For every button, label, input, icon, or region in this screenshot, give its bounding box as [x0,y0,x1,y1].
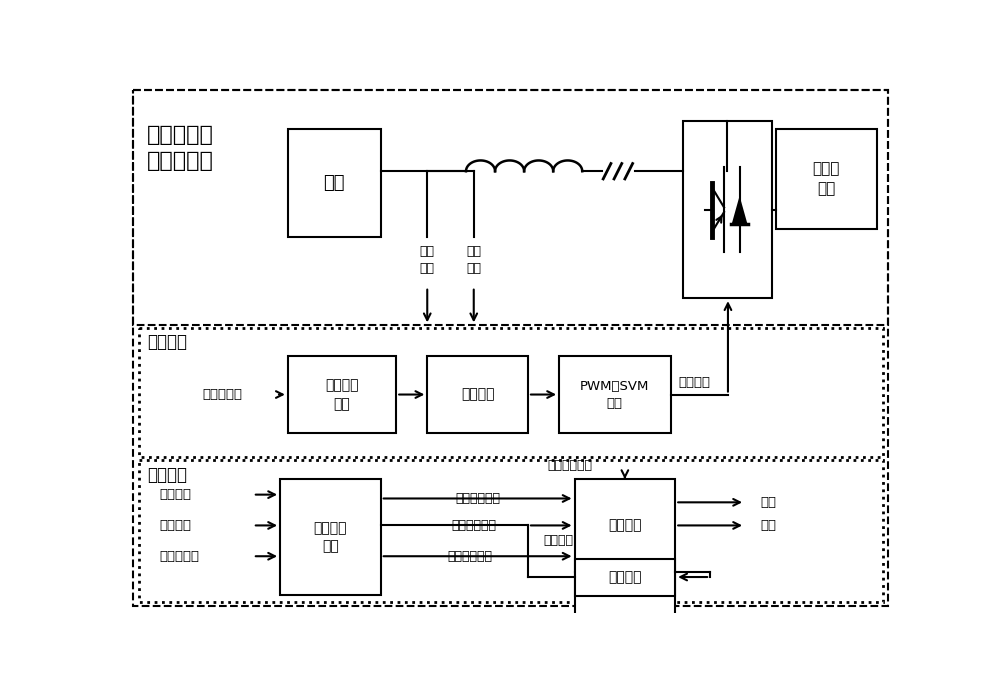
Polygon shape [732,196,747,224]
Text: 输出电压: 输出电压 [160,519,192,532]
Text: 虚拟电动势: 虚拟电动势 [160,550,200,563]
FancyBboxPatch shape [574,572,675,633]
Text: 频率: 频率 [761,519,776,532]
FancyBboxPatch shape [288,356,396,433]
Text: 输出无功功率: 输出无功功率 [447,550,492,563]
Text: 虚拟电动势: 虚拟电动势 [202,388,242,401]
Text: 机械方程: 机械方程 [608,518,642,533]
FancyBboxPatch shape [559,356,671,433]
FancyBboxPatch shape [288,129,381,237]
Text: 虚拟阻抗
模拟: 虚拟阻抗 模拟 [325,378,359,411]
Text: 给定有功功率: 给定有功功率 [547,459,592,472]
Text: 开关信号: 开关信号 [679,376,711,389]
Text: 电流内环: 电流内环 [461,387,494,402]
FancyBboxPatch shape [574,559,675,595]
Text: 电气部分: 电气部分 [147,333,187,351]
Text: 机械部分: 机械部分 [147,466,187,484]
Text: 直流恒
压源: 直流恒 压源 [813,161,840,196]
Text: 输出
电流: 输出 电流 [466,245,481,275]
Text: 虚拟阻尼: 虚拟阻尼 [608,570,642,584]
Text: 输出电流: 输出电流 [160,488,192,501]
Text: 相位: 相位 [761,496,776,509]
FancyBboxPatch shape [280,480,381,595]
FancyBboxPatch shape [427,356,528,433]
Text: 输出
电压: 输出 电压 [420,245,435,275]
Text: PWM或SVM
调制: PWM或SVM 调制 [580,380,649,409]
Text: 电磁有功功率: 电磁有功功率 [455,492,500,505]
FancyBboxPatch shape [776,129,877,229]
FancyBboxPatch shape [683,121,772,298]
Text: 输出功率
计算: 输出功率 计算 [314,521,347,553]
Text: 输出有功功率: 输出有功功率 [451,519,496,532]
Text: 电网: 电网 [324,174,345,192]
Text: 阻尼功率: 阻尼功率 [544,535,574,547]
FancyBboxPatch shape [574,480,675,572]
Text: 虚拟同步电
机控制方法: 虚拟同步电 机控制方法 [147,125,214,172]
